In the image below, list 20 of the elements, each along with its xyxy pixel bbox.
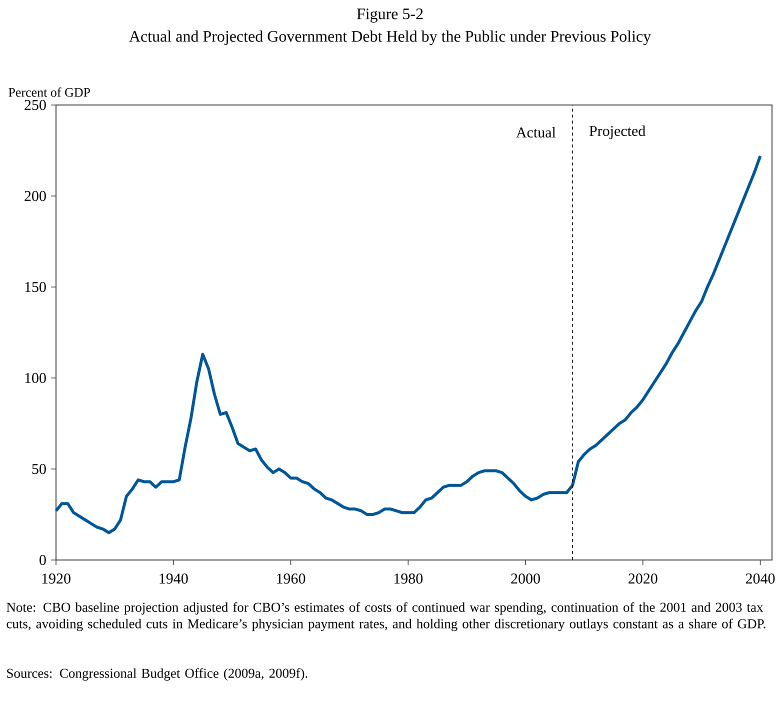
- chart-subtitle: Actual and Projected Government Debt Held by the Public under Previous Policy: [129, 30, 652, 46]
- x-tick-label: 1920: [42, 574, 70, 584]
- y-tick-label: 0: [40, 554, 46, 566]
- text: Note: CBO baseline projection adjusted for CBO’s estimates of costs of continued war spending, continuation of the 2001 and 2003 tax cuts, avoiding scheduled cuts in Medicare’s physician payment rates, and holding other discretionary outlays constant as a share of GDP.: [6, 602, 766, 632]
- y-tick-label: 250: [24, 100, 46, 110]
- source-note: Sources: Congressional Budget Office (2009a, 2009f).: [7, 668, 308, 681]
- x-tick-label: 2040: [746, 574, 775, 584]
- y-axis-title: Percent of GDP: [8, 88, 90, 97]
- y-tick-label: 200: [24, 190, 46, 202]
- x-tick-label: 2020: [628, 574, 658, 584]
- y-tick-label: 150: [25, 282, 46, 292]
- annotation: Actual: [516, 127, 556, 138]
- y-tick-label: 50: [32, 464, 46, 474]
- annotation: Projected: [589, 125, 646, 140]
- x-tick-label: 1980: [394, 574, 423, 584]
- x-tick-label: 1960: [277, 574, 306, 584]
- y-tick-label: 100: [25, 372, 46, 384]
- x-tick-label: 2000: [511, 574, 540, 584]
- chart-title: Figure 5-2: [356, 8, 423, 23]
- x-tick-label: 1940: [160, 574, 188, 584]
